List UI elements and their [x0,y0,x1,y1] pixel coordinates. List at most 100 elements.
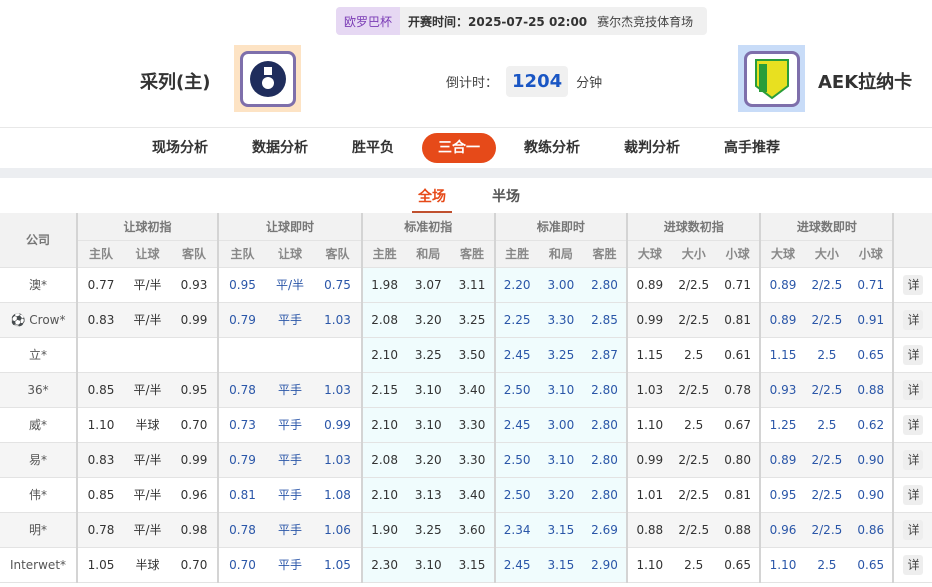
countdown-unit: 分钟 [576,76,603,91]
company-name: Interwet* [9,557,67,572]
detail-button[interactable]: 详 [903,519,924,540]
odds-cell: 1.10 [626,547,672,583]
odds-cell: 0.65 [715,547,761,583]
odds-cell: 0.78 [715,372,761,408]
company-cell[interactable]: 伟* [0,477,77,513]
odds-cell: 2.34 [493,512,539,548]
odds-cell: 2.50 [493,442,539,478]
sub-header: 大球 [759,240,805,268]
tab-full-time[interactable]: 全场 [412,186,452,214]
odds-cell: 2/2.5 [671,512,716,548]
nav-1x2[interactable]: 胜平负 [352,140,394,156]
company-name: Crow* [29,312,66,327]
odds-cell: 2.80 [582,372,628,408]
odds-cell: 0.90 [849,477,894,513]
odds-cell: 3.00 [538,407,583,443]
odds-cell: 0.99 [626,302,672,338]
detail-button[interactable]: 详 [903,309,924,330]
detail-button[interactable]: 详 [903,484,924,505]
odds-cell: 平手 [266,407,314,443]
company-cell[interactable]: 澳* [0,267,77,303]
odds-cell: 0.96 [171,477,218,513]
detail-button[interactable]: 详 [903,414,924,435]
odds-cell: 0.61 [715,337,761,373]
odds-cell: 2.5 [804,547,850,583]
table-row: 威* 1.10 半球 0.70 0.73 平手 0.99 2.10 3.10 3.30 2.45 3.… [0,407,932,443]
odds-cell: 0.95 [171,372,218,408]
sub-header: 大小 [671,240,716,268]
detail-button[interactable]: 详 [903,449,924,470]
odds-cell: 3.20 [538,477,583,513]
detail-cell: 详 [892,337,932,373]
odds-cell [76,337,124,373]
detail-button[interactable]: 详 [903,554,924,575]
company-cell[interactable]: 36* [0,372,77,408]
detail-button[interactable]: 详 [903,379,924,400]
odds-cell: 1.03 [314,372,362,408]
group-header: 让球初指 [76,213,218,241]
odds-cell: 2/2.5 [671,267,716,303]
odds-cell: 2.08 [360,442,407,478]
odds-cell: 0.99 [314,407,362,443]
company-cell[interactable]: 立* [0,337,77,373]
soccer-ball-icon: ⚽ [10,312,30,327]
divider [0,127,932,128]
nav-expert[interactable]: 高手推荐 [724,140,780,156]
company-cell[interactable]: 易* [0,442,77,478]
nav-data[interactable]: 数据分析 [252,140,308,156]
tab-half-time[interactable]: 半场 [492,189,520,205]
odds-cell: 1.25 [759,407,805,443]
sub-header: 大球 [626,240,672,268]
home-team-logo[interactable] [234,45,301,112]
odds-cell: 3.30 [450,442,495,478]
odds-cell: 0.90 [849,442,894,478]
odds-cell: 1.10 [759,547,805,583]
odds-cell: 1.05 [314,547,362,583]
odds-cell: 0.78 [217,372,266,408]
odds-cell: 3.20 [406,302,451,338]
odds-cell: 0.78 [76,512,124,548]
sub-header: 客队 [314,240,362,268]
odds-cell: 2/2.5 [804,442,850,478]
detail-button[interactable]: 详 [903,274,924,295]
odds-cell: 平手 [266,302,314,338]
odds-cell: 1.15 [759,337,805,373]
detail-cell: 详 [892,372,932,408]
sub-header: 小球 [715,240,761,268]
nav-onsite[interactable]: 现场分析 [152,140,208,156]
odds-cell: 2/2.5 [804,302,850,338]
nav-referee[interactable]: 裁判分析 [624,140,680,156]
odds-cell: 2.80 [582,267,628,303]
odds-cell: 0.83 [76,302,124,338]
odds-cell: 3.30 [538,302,583,338]
odds-cell: 2.45 [493,337,539,373]
nav-three-in-one[interactable]: 三合一 [422,133,496,163]
odds-cell: 0.99 [626,442,672,478]
group-header: 进球数即时 [759,213,894,241]
away-team-name[interactable]: AEK拉纳卡 [818,72,913,93]
odds-cell: 3.30 [450,407,495,443]
odds-cell: 2.5 [671,547,716,583]
odds-cell: 2.50 [493,372,539,408]
odds-cell: 2/2.5 [671,302,716,338]
odds-cell: 3.20 [406,442,451,478]
countdown-label: 倒计时： [446,76,499,91]
company-cell[interactable]: 明* [0,512,77,548]
home-team-name[interactable]: 采列(主) [140,72,211,93]
odds-cell: 2.10 [360,407,407,443]
home-crest-icon [249,60,286,97]
away-team-logo[interactable] [738,45,805,112]
odds-cell: 平手 [266,442,314,478]
league-badge[interactable]: 欧罗巴杯 [336,7,401,35]
company-cell[interactable]: Interwet* [0,547,77,583]
sub-header: 让球 [266,240,314,268]
odds-cell: 0.85 [76,477,124,513]
odds-cell: 0.86 [849,512,894,548]
company-cell[interactable]: ⚽ Crow* [0,302,77,338]
odds-cell [217,337,266,373]
nav-coach[interactable]: 教练分析 [524,140,580,156]
detail-cell: 详 [892,477,932,513]
company-cell[interactable]: 威* [0,407,77,443]
detail-button[interactable]: 详 [903,344,924,365]
odds-cell: 1.98 [360,267,407,303]
